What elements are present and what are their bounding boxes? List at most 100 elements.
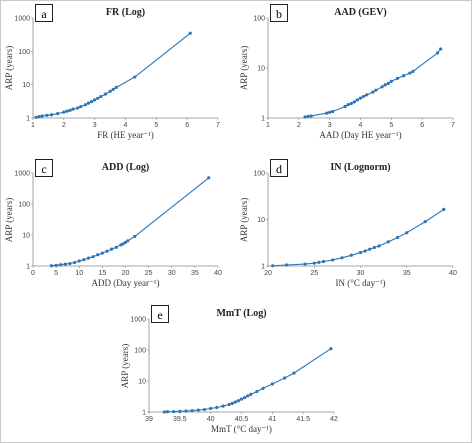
data-point: [162, 410, 167, 414]
data-point: [309, 114, 313, 118]
data-point: [349, 253, 353, 257]
data-point: [73, 260, 77, 265]
y-tick-label: 10: [257, 217, 265, 224]
data-point: [303, 115, 307, 119]
data-point: [105, 249, 109, 253]
data-point: [442, 207, 446, 211]
series-line: [272, 208, 445, 267]
data-point: [209, 406, 213, 411]
x-tick-label: 42: [330, 416, 338, 423]
data-point: [312, 261, 316, 265]
chart-title: ADD (Log): [101, 162, 150, 173]
x-tick-label: 40: [207, 416, 215, 423]
data-point: [40, 114, 44, 118]
series-line: [304, 48, 442, 118]
panel-label: a: [35, 4, 53, 22]
data-point: [56, 112, 60, 116]
x-tick-label: 7: [216, 122, 220, 129]
x-tick-label: 7: [451, 122, 455, 129]
data-point: [111, 87, 115, 92]
data-point: [227, 402, 231, 407]
data-point: [377, 244, 381, 248]
x-axis-label: ADD (Day year⁻¹): [91, 278, 160, 288]
data-point: [343, 104, 347, 109]
data-point: [172, 410, 176, 414]
data-point: [96, 96, 100, 100]
x-tick-label: 40: [214, 270, 222, 277]
chart-panel-e: e MmT (Log) MmT (°C day⁻¹) ARP (years) 39 39.…: [119, 299, 351, 442]
data-point: [423, 220, 427, 224]
y-tick-label: 1000: [130, 317, 146, 324]
x-tick-label: 39.5: [173, 416, 187, 423]
data-point: [383, 83, 387, 87]
x-tick-label: 20: [264, 270, 272, 277]
x-tick-label: 5: [154, 122, 158, 129]
x-tick-label: 4: [124, 122, 128, 129]
data-point: [71, 107, 75, 111]
data-point: [77, 259, 81, 263]
data-point: [49, 113, 54, 117]
panel-label: d: [270, 159, 288, 177]
x-tick-label: 2: [297, 122, 301, 129]
data-point: [89, 100, 94, 104]
x-tick-label: 2: [62, 122, 66, 129]
data-point: [405, 231, 409, 235]
data-point: [165, 410, 170, 414]
data-point: [402, 74, 406, 78]
data-point: [380, 85, 384, 89]
data-point: [45, 113, 49, 117]
x-tick-label: 25: [145, 270, 153, 277]
x-tick-label: 35: [191, 270, 199, 277]
data-point: [386, 240, 390, 244]
data-point: [221, 404, 225, 408]
x-axis-label: AAD (Day HE year⁻¹): [319, 130, 402, 140]
data-point: [358, 250, 363, 255]
x-tick-label: 10: [75, 270, 83, 277]
series-line: [164, 348, 332, 413]
y-tick-label: 1000: [14, 171, 30, 178]
data-point: [86, 256, 91, 260]
data-point: [126, 239, 130, 243]
data-point: [91, 255, 95, 259]
data-point: [321, 259, 326, 264]
x-tick-label: 3: [328, 122, 332, 129]
data-point: [100, 251, 104, 255]
data-point: [331, 258, 335, 262]
y-tick-label: 100: [253, 171, 265, 178]
data-point: [108, 89, 112, 93]
data-point: [411, 69, 415, 74]
y-tick-label: 10: [22, 82, 30, 89]
x-tick-label: 6: [185, 122, 189, 129]
x-tick-label: 3: [93, 122, 97, 129]
data-point: [352, 100, 356, 104]
series-line: [35, 32, 191, 118]
data-point: [329, 347, 333, 351]
data-point: [303, 262, 307, 266]
x-tick-label: 30: [357, 270, 365, 277]
data-point: [284, 263, 289, 267]
data-point: [114, 85, 118, 89]
data-point: [239, 397, 244, 401]
data-point: [249, 392, 253, 396]
data-point: [82, 258, 86, 262]
data-point: [292, 371, 296, 375]
data-point: [355, 98, 360, 102]
data-point: [34, 115, 38, 119]
data-point: [188, 31, 192, 35]
data-point: [233, 400, 237, 404]
y-tick-label: 1: [261, 116, 265, 123]
data-point: [133, 75, 137, 79]
data-point: [386, 81, 390, 86]
data-point: [207, 176, 211, 180]
data-point: [93, 98, 97, 102]
x-tick-label: 1: [31, 122, 35, 129]
y-tick-label: 10: [138, 379, 146, 386]
data-point: [99, 94, 103, 99]
data-point: [363, 249, 367, 253]
y-tick-label: 100: [253, 16, 265, 23]
x-tick-label: 0: [31, 270, 35, 277]
data-point: [230, 401, 234, 405]
chart-panel-d: d IN (Lognorm) IN (°C day⁻¹) ARP (years) 20 2…: [238, 153, 470, 293]
data-point: [184, 409, 188, 413]
